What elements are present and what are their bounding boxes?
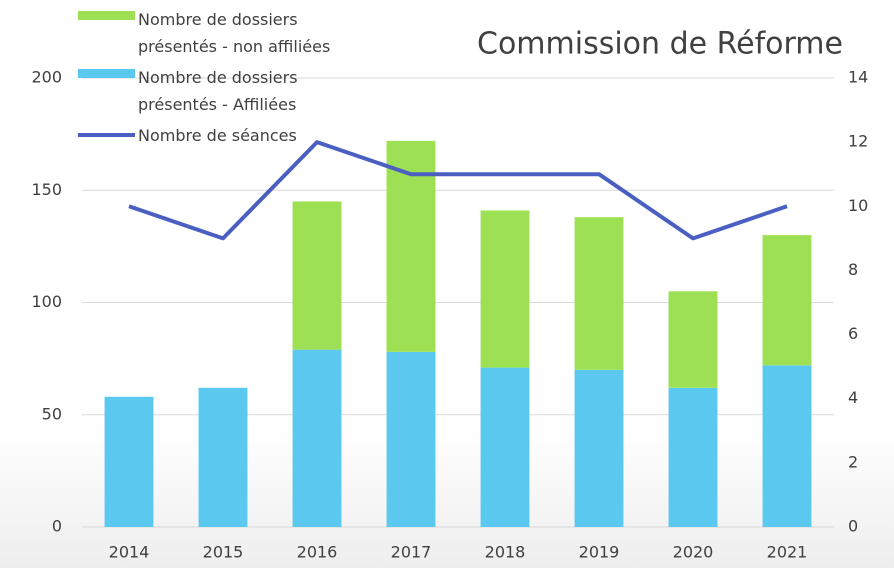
bar bbox=[292, 349, 342, 527]
y2-tick-label: 12 bbox=[848, 132, 868, 151]
legend-label: Nombre de dossiers présentés - Affiliées bbox=[138, 68, 298, 114]
bar bbox=[386, 351, 436, 527]
bar bbox=[292, 201, 342, 350]
y-tick-label: 150 bbox=[31, 180, 62, 199]
x-tick-label: 2017 bbox=[391, 543, 432, 562]
bar bbox=[480, 367, 530, 527]
y-tick-label: 0 bbox=[52, 517, 62, 536]
bar bbox=[762, 235, 812, 366]
y2-tick-label: 8 bbox=[848, 260, 858, 279]
legend-swatch bbox=[78, 11, 135, 20]
y-tick-label: 50 bbox=[42, 404, 62, 423]
bar bbox=[480, 210, 530, 368]
x-tick-label: 2016 bbox=[297, 543, 338, 562]
x-tick-label: 2018 bbox=[485, 543, 526, 562]
bar bbox=[574, 217, 624, 370]
x-tick-label: 2015 bbox=[203, 543, 244, 562]
bar bbox=[104, 396, 154, 527]
bar bbox=[574, 369, 624, 527]
bar bbox=[198, 387, 248, 527]
x-tick-label: 2014 bbox=[109, 543, 150, 562]
y2-tick-label: 0 bbox=[848, 517, 858, 536]
y-tick-label: 200 bbox=[31, 68, 62, 87]
x-tick-label: 2020 bbox=[673, 543, 714, 562]
line-series bbox=[128, 140, 788, 241]
y-tick-label: 100 bbox=[31, 292, 62, 311]
y2-tick-label: 4 bbox=[848, 388, 858, 407]
legend-label: Nombre de séances bbox=[138, 126, 297, 145]
y2-tick-label: 2 bbox=[848, 452, 858, 471]
legend-swatch bbox=[78, 133, 135, 137]
bar bbox=[668, 291, 718, 388]
legend-label: Nombre de dossiers présentés - non affil… bbox=[138, 10, 331, 56]
x-tick-label: 2019 bbox=[579, 543, 620, 562]
chart-title: Commission de Réforme bbox=[477, 27, 843, 62]
y2-tick-label: 14 bbox=[848, 68, 868, 87]
y2-tick-label: 10 bbox=[848, 196, 868, 215]
bar bbox=[762, 365, 812, 527]
x-tick-label: 2021 bbox=[767, 543, 808, 562]
y2-tick-label: 6 bbox=[848, 324, 858, 343]
bar bbox=[668, 387, 718, 527]
legend-swatch bbox=[78, 69, 135, 78]
